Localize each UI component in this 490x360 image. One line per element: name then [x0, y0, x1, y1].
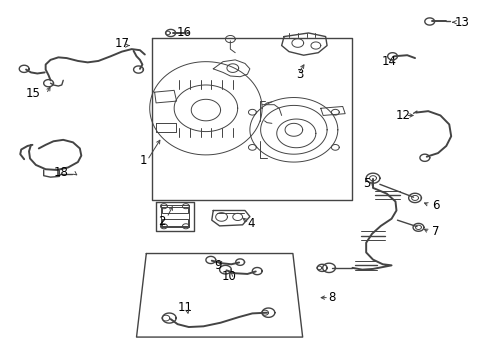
Text: 14: 14: [382, 55, 396, 68]
Text: 15: 15: [26, 87, 41, 100]
Text: 8: 8: [328, 291, 335, 304]
Text: 11: 11: [178, 301, 193, 314]
Text: 17: 17: [114, 37, 129, 50]
Text: 13: 13: [455, 16, 470, 29]
Text: 10: 10: [222, 270, 237, 283]
Text: 4: 4: [247, 216, 255, 230]
Text: 3: 3: [296, 68, 304, 81]
Text: 18: 18: [53, 166, 68, 179]
Text: 5: 5: [364, 177, 371, 190]
Text: 6: 6: [432, 199, 440, 212]
Text: 9: 9: [215, 259, 222, 272]
Text: 12: 12: [396, 109, 411, 122]
Text: 2: 2: [158, 215, 166, 228]
Text: 16: 16: [176, 27, 191, 40]
Text: 7: 7: [432, 225, 440, 238]
Text: 1: 1: [140, 154, 147, 167]
